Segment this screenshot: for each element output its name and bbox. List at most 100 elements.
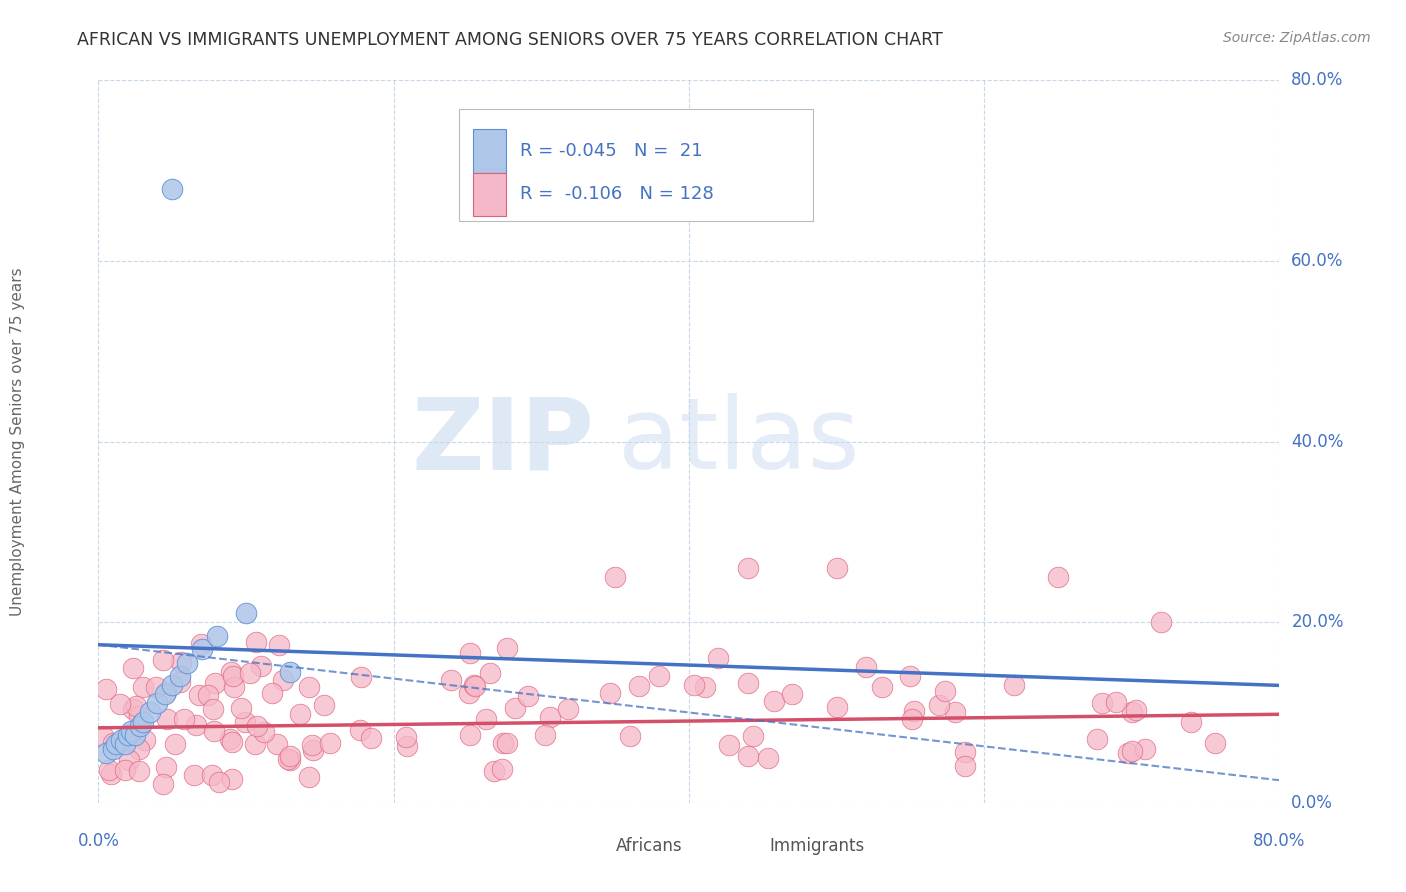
Point <box>457 686 479 700</box>
Point <box>737 561 759 575</box>
Point <box>278 749 301 764</box>
Point <box>222 668 245 682</box>
Point <box>235 606 257 620</box>
Point <box>737 749 759 764</box>
Point <box>312 698 335 713</box>
Point <box>114 763 136 777</box>
Point <box>955 745 977 759</box>
Text: 0.0%: 0.0% <box>1291 794 1333 812</box>
Point <box>128 742 150 756</box>
Text: 40.0%: 40.0% <box>1291 433 1344 450</box>
Point <box>146 697 169 711</box>
Point <box>94 746 117 760</box>
Point <box>229 700 252 714</box>
Point <box>718 738 741 752</box>
Point <box>245 635 267 649</box>
Text: Africans: Africans <box>616 838 682 855</box>
Point <box>101 736 124 750</box>
Point <box>205 629 228 643</box>
Point <box>756 751 779 765</box>
Point <box>221 734 243 748</box>
Point <box>903 704 925 718</box>
Point <box>482 764 505 778</box>
Point <box>218 732 240 747</box>
Text: 80.0%: 80.0% <box>1253 831 1306 850</box>
Point <box>117 728 139 742</box>
Point <box>396 739 419 753</box>
FancyBboxPatch shape <box>571 831 606 861</box>
Point <box>280 665 302 679</box>
Point <box>162 678 183 692</box>
Point <box>1118 747 1140 761</box>
Point <box>100 766 122 780</box>
Point <box>114 737 136 751</box>
Text: atlas: atlas <box>619 393 859 490</box>
Text: 80.0%: 80.0% <box>1291 71 1344 89</box>
Point <box>204 676 226 690</box>
Point <box>249 659 271 673</box>
Text: R = -0.045   N =  21: R = -0.045 N = 21 <box>520 142 703 160</box>
Point <box>505 701 527 715</box>
Point <box>162 182 183 196</box>
Point <box>900 669 922 683</box>
Point <box>707 651 730 665</box>
Point <box>122 661 145 675</box>
Point <box>94 681 117 696</box>
FancyBboxPatch shape <box>472 173 506 216</box>
Point <box>619 729 641 743</box>
Point <box>737 676 759 690</box>
Point <box>1002 678 1025 692</box>
Point <box>271 673 294 687</box>
Point <box>782 687 804 701</box>
Point <box>319 736 342 750</box>
Point <box>269 638 291 652</box>
Point <box>557 702 579 716</box>
Point <box>1121 706 1143 720</box>
Text: 0.0%: 0.0% <box>77 831 120 850</box>
Point <box>128 719 150 733</box>
Point <box>464 679 486 693</box>
Point <box>934 684 956 698</box>
Point <box>855 660 877 674</box>
Point <box>262 685 284 699</box>
Point <box>122 702 145 716</box>
Point <box>170 655 193 669</box>
Point <box>1150 615 1173 630</box>
Point <box>266 737 288 751</box>
Point <box>201 702 224 716</box>
Point <box>105 737 128 751</box>
Point <box>1121 744 1143 758</box>
Point <box>474 712 496 726</box>
Point <box>176 656 198 670</box>
Point <box>197 688 219 702</box>
Point <box>131 680 153 694</box>
Point <box>496 640 519 655</box>
Point <box>478 665 501 680</box>
Point <box>872 680 894 694</box>
Point <box>191 642 214 657</box>
Point <box>742 729 765 743</box>
Point <box>169 669 191 683</box>
Point <box>132 714 155 729</box>
Point <box>301 739 323 753</box>
Point <box>762 694 785 708</box>
Point <box>190 637 212 651</box>
Point <box>152 653 174 667</box>
Point <box>155 760 177 774</box>
Point <box>91 729 114 743</box>
Point <box>298 680 321 694</box>
Point <box>163 737 186 751</box>
Point <box>1125 703 1147 717</box>
Point <box>278 753 301 767</box>
Point <box>97 763 120 777</box>
Point <box>517 690 540 704</box>
Point <box>108 697 131 711</box>
Point <box>538 709 561 723</box>
Point <box>1105 694 1128 708</box>
Point <box>277 752 299 766</box>
Text: Unemployment Among Seniors over 75 years: Unemployment Among Seniors over 75 years <box>10 268 25 615</box>
Point <box>208 774 231 789</box>
Point <box>297 770 319 784</box>
Point <box>110 732 132 747</box>
Point <box>825 561 848 575</box>
